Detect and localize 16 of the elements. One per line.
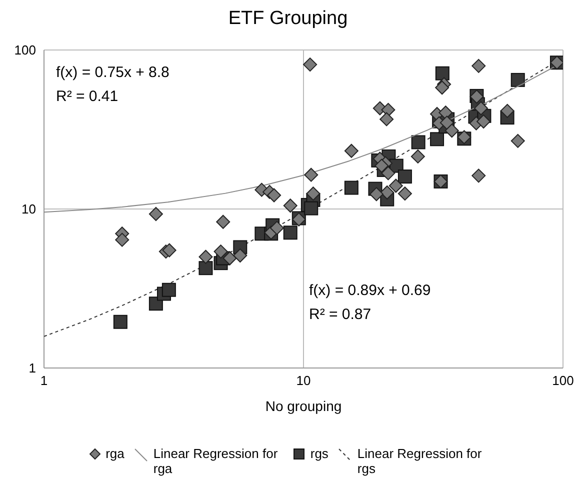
annotation: R² = 0.87 (309, 306, 372, 323)
annotation: f(x) = 0.89x + 0.69 (309, 282, 431, 299)
annotation: f(x) = 0.75x + 8.8 (56, 64, 170, 81)
chart-title: ETF Grouping (227, 8, 349, 30)
legend-label: rga (106, 446, 124, 461)
x-axis-title: No grouping (264, 398, 343, 414)
legend-label: Linear Regression for rgs (357, 446, 483, 476)
y-tick-label: 100 (14, 42, 36, 58)
legend-label: Linear Regression for rga (153, 446, 279, 476)
y-tick-label: 10 (22, 202, 36, 217)
annotation: R² = 0.41 (56, 88, 118, 105)
legend-label: rgs (310, 446, 328, 461)
x-tick-label: 10 (296, 373, 311, 388)
x-tick-label: 1 (40, 373, 48, 388)
y-tick-label: 1 (28, 360, 36, 376)
x-tick-label: 100 (552, 373, 574, 388)
